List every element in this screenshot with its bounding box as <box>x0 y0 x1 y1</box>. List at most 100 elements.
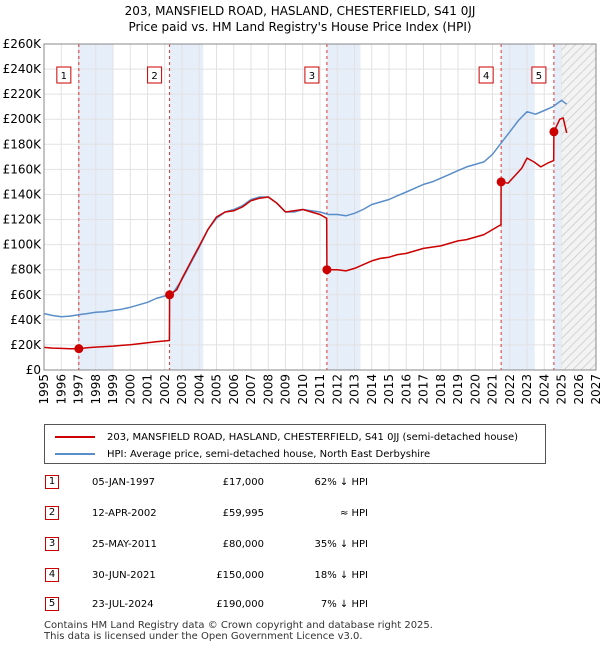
y-tick-label: £260K <box>3 37 43 51</box>
sale-hpi-comparison: 18% ↓ HPI <box>314 570 368 581</box>
footer-copyright: Contains HM Land Registry data © Crown c… <box>44 620 433 631</box>
table-row: 4 30-JUN-2021 £150,000 18% ↓ HPI <box>44 567 384 585</box>
legend-entry-hpi: HPI: Average price, semi-detached house,… <box>55 446 430 462</box>
x-tick-label: 2002 <box>158 374 172 405</box>
footer-licence: This data is licensed under the Open Gov… <box>44 631 363 642</box>
y-tick-label: £120K <box>3 213 43 227</box>
plot-frame <box>43 43 597 371</box>
x-tick-label: 2009 <box>279 374 293 405</box>
x-tick-label: 2003 <box>175 374 189 405</box>
table-row: 3 25-MAY-2011 £80,000 35% ↓ HPI <box>44 536 384 554</box>
y-tick-label: £220K <box>3 87 43 101</box>
sale-period-band <box>501 44 535 370</box>
sale-marker-badge: 2 <box>45 506 59 520</box>
sale-label-box <box>304 66 320 84</box>
sale-period-band <box>553 44 562 370</box>
x-tick-label: 2017 <box>417 374 431 405</box>
legend-label-property: 203, MANSFIELD ROAD, HASLAND, CHESTERFIE… <box>107 431 519 443</box>
x-tick-label: 2027 <box>589 374 600 405</box>
sale-hpi-comparison: 7% ↓ HPI <box>320 599 368 610</box>
x-tick-label: 2013 <box>348 374 362 405</box>
x-tick-label: 2010 <box>296 374 310 405</box>
table-row: 2 12-APR-2002 £59,995 ≈ HPI <box>44 505 384 523</box>
y-tick-label: £160K <box>3 162 43 176</box>
sale-date: 05-JAN-1997 <box>92 477 156 488</box>
sale-label: 3 <box>304 66 320 84</box>
sale-label-text: 2 <box>151 71 157 82</box>
sale-date: 30-JUN-2021 <box>92 570 156 581</box>
legend-entry-property: 203, MANSFIELD ROAD, HASLAND, CHESTERFIE… <box>55 429 518 445</box>
sale-label-box <box>147 66 163 84</box>
chart-subtitle: Price paid vs. HM Land Registry's House … <box>128 20 472 34</box>
y-tick-label: £40K <box>10 313 42 327</box>
sale-hpi-comparison: 62% ↓ HPI <box>314 477 368 488</box>
sale-period-band <box>169 44 204 370</box>
sale-date: 23-JUL-2024 <box>92 599 154 610</box>
sale-label-text: 4 <box>483 71 489 82</box>
x-tick-label: 1999 <box>106 374 120 405</box>
y-tick-label: £180K <box>3 137 43 151</box>
sale-label-text: 3 <box>309 71 315 82</box>
legend-label-hpi: HPI: Average price, semi-detached house,… <box>107 448 431 460</box>
sale-label-box <box>56 66 72 84</box>
sale-label: 5 <box>531 66 547 84</box>
x-tick-label: 2023 <box>520 374 534 405</box>
x-tick-label: 2011 <box>313 374 327 405</box>
x-tick-label: 2019 <box>451 374 465 405</box>
x-tick-label: 2001 <box>141 374 155 405</box>
y-tick-label: £140K <box>3 187 43 201</box>
x-tick-label: 2018 <box>434 374 448 405</box>
x-tick-label: 2020 <box>468 374 482 405</box>
x-tick-label: 2007 <box>244 374 258 405</box>
legend-swatch-property <box>55 436 95 438</box>
y-tick-label: £20K <box>10 338 42 352</box>
sale-label-text: 5 <box>536 71 542 82</box>
sale-point <box>496 177 506 187</box>
x-tick-label: 2026 <box>572 374 586 405</box>
sale-label-box <box>531 66 547 84</box>
table-row: 1 05-JAN-1997 £17,000 62% ↓ HPI <box>44 474 384 492</box>
sale-hpi-comparison: 35% ↓ HPI <box>314 539 368 550</box>
sale-price: £17,000 <box>222 477 264 488</box>
sale-period-band <box>326 44 361 370</box>
sale-hpi-comparison: ≈ HPI <box>339 508 368 519</box>
legend-swatch-hpi <box>55 453 95 455</box>
x-tick-label: 2022 <box>503 374 517 405</box>
sale-date: 12-APR-2002 <box>92 508 157 519</box>
x-tick-label: 2005 <box>210 374 224 405</box>
x-tick-label: 2025 <box>555 374 569 405</box>
y-tick-label: £240K <box>3 62 43 76</box>
x-tick-label: 2006 <box>227 374 241 405</box>
y-tick-label: £0 <box>26 363 41 377</box>
sale-price: £80,000 <box>222 539 264 550</box>
y-tick-label: £200K <box>3 112 43 126</box>
x-tick-label: 1995 <box>37 374 51 405</box>
y-tick-label: £100K <box>3 238 43 252</box>
sale-price: £59,995 <box>222 508 264 519</box>
sale-label-text: 1 <box>61 71 67 82</box>
future-forecast-area <box>561 44 596 370</box>
table-row: 5 23-JUL-2024 £190,000 7% ↓ HPI <box>44 596 384 614</box>
y-tick-label: £60K <box>10 288 42 302</box>
sale-point <box>165 290 175 300</box>
sale-label-box <box>478 66 494 84</box>
sale-marker-badge: 3 <box>45 537 59 551</box>
x-tick-label: 2014 <box>365 374 379 405</box>
sale-marker-badge: 1 <box>45 475 59 489</box>
x-tick-label: 2012 <box>330 374 344 405</box>
x-tick-label: 1998 <box>89 374 103 405</box>
sale-price: £190,000 <box>216 599 264 610</box>
chart-title: 203, MANSFIELD ROAD, HASLAND, CHESTERFIE… <box>124 4 476 18</box>
x-tick-label: 2024 <box>537 374 551 405</box>
sale-marker-badge: 4 <box>45 568 59 582</box>
sale-marker-badge: 5 <box>45 597 59 611</box>
x-tick-label: 2016 <box>399 374 413 405</box>
x-tick-label: 2015 <box>382 374 396 405</box>
property-price-line <box>43 117 568 350</box>
price-chart: 1 2 3 4 5 £0 £20K £40K £60K £80K £100K £120K £140K £1… <box>3 37 600 405</box>
sale-point <box>549 127 559 137</box>
y-tick-label: £80K <box>10 263 42 277</box>
x-tick-label: 1997 <box>72 374 86 405</box>
x-tick-label: 2000 <box>123 374 137 405</box>
sale-label: 2 <box>147 66 163 84</box>
